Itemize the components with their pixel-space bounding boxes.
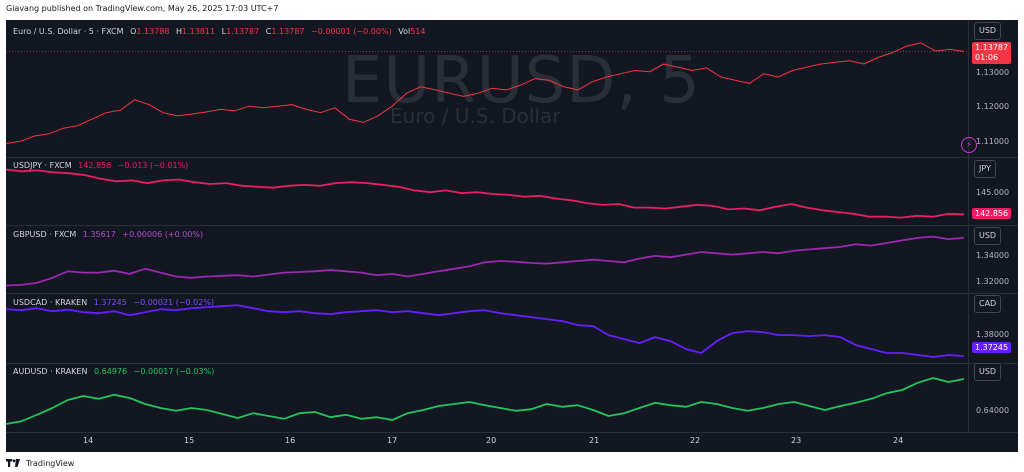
eurusd-open: O1.13788 xyxy=(130,27,170,36)
usdjpy-name: USDJPY · FXCM xyxy=(13,161,72,170)
eurusd-low: L1.13787 xyxy=(221,27,260,36)
lightning-icon[interactable]: ⚡ xyxy=(961,137,977,153)
gbpusd-series-line xyxy=(6,235,965,287)
chart-area[interactable]: EURUSD, 5 Euro / U.S. Dollar Euro / U.S.… xyxy=(6,20,1018,452)
audusd-series-line xyxy=(6,377,965,425)
publish-info: Giavang published on TradingView.com, Ma… xyxy=(6,4,279,13)
usdjpy-series-line xyxy=(6,168,965,219)
time-label: 16 xyxy=(285,436,296,445)
eurusd-name: Euro / U.S. Dollar · 5 · FXCM xyxy=(13,27,124,36)
pane-divider xyxy=(6,157,1018,158)
audusd-currency-tag[interactable]: USD xyxy=(974,363,1002,381)
usdjpy-legend[interactable]: USDJPY · FXCM 142.856 −0.013 (−0.01%) xyxy=(13,161,192,170)
description-watermark: Euro / U.S. Dollar xyxy=(390,104,561,128)
pane-divider xyxy=(6,363,1018,364)
price-tick: 1.32000 xyxy=(976,277,1010,286)
price-tick: 1.11000 xyxy=(976,137,1010,146)
usdjpy-change: −0.013 (−0.01%) xyxy=(117,161,189,170)
time-label: 22 xyxy=(690,436,701,445)
eurusd-last-value: 1.13787 xyxy=(975,43,1009,52)
price-tick: 145.000 xyxy=(976,188,1010,197)
time-label: 14 xyxy=(83,436,94,445)
usdjpy-currency-tag[interactable]: JPY xyxy=(974,160,996,178)
eurusd-close: C1.13787 xyxy=(265,27,305,36)
eurusd-high: H1.13811 xyxy=(176,27,216,36)
price-tick: 1.12000 xyxy=(976,102,1010,111)
eurusd-change: −0.00001 (−0.00%) xyxy=(311,27,392,36)
time-label: 23 xyxy=(791,436,802,445)
audusd-change: −0.00017 (−0.03%) xyxy=(133,367,215,376)
time-label: 21 xyxy=(589,436,600,445)
usdcad-legend[interactable]: USDCAD · KRAKEN 1.37245 −0.00021 (−0.02%… xyxy=(13,298,218,307)
tradingview-logo-icon xyxy=(6,459,20,467)
time-axis-border xyxy=(6,432,1018,433)
time-label: 20 xyxy=(486,436,497,445)
footer: TradingView xyxy=(6,456,74,470)
gbpusd-legend[interactable]: GBPUSD · FXCM 1.35617 +0.00006 (+0.00%) xyxy=(13,230,207,239)
eurusd-legend[interactable]: Euro / U.S. Dollar · 5 · FXCM O1.13788 H… xyxy=(13,27,429,36)
time-label: 15 xyxy=(184,436,195,445)
eurusd-currency-tag[interactable]: USD xyxy=(974,22,1002,40)
usdcad-name: USDCAD · KRAKEN xyxy=(13,298,88,307)
symbol-watermark: EURUSD, 5 xyxy=(342,44,701,118)
price-tick: 1.13000 xyxy=(976,68,1010,77)
usdjpy-value: 142.856 xyxy=(78,161,112,170)
usdcad-currency-tag[interactable]: CAD xyxy=(974,295,1002,313)
audusd-legend[interactable]: AUDUSD · KRAKEN 0.64976 −0.00017 (−0.03%… xyxy=(13,367,218,376)
usdcad-series-line xyxy=(6,304,965,358)
pane-divider xyxy=(6,293,1018,294)
eurusd-last-price: 1.13787 01:06 xyxy=(972,42,1012,64)
gbpusd-currency-tag[interactable]: USD xyxy=(974,227,1002,245)
price-scale-border xyxy=(968,20,969,432)
time-label: 24 xyxy=(893,436,904,445)
usdcad-change: −0.00021 (−0.02%) xyxy=(133,298,215,307)
bar-countdown: 01:06 xyxy=(975,53,999,62)
usdjpy-last-price: 142.856 xyxy=(972,208,1012,219)
audusd-name: AUDUSD · KRAKEN xyxy=(13,367,88,376)
gbpusd-change: +0.00006 (+0.00%) xyxy=(122,230,204,239)
eurusd-series-line xyxy=(6,42,965,144)
gbpusd-value: 1.35617 xyxy=(82,230,116,239)
footer-brand: TradingView xyxy=(26,458,75,468)
usdcad-value: 1.37245 xyxy=(93,298,127,307)
gbpusd-name: GBPUSD · FXCM xyxy=(13,230,77,239)
price-lines xyxy=(6,42,968,425)
price-tick: 1.34000 xyxy=(976,251,1010,260)
time-label: 17 xyxy=(387,436,398,445)
audusd-value: 0.64976 xyxy=(94,367,128,376)
eurusd-volume: Vol514 xyxy=(398,27,426,36)
pane-divider xyxy=(6,225,1018,226)
usdcad-last-price: 1.37245 xyxy=(972,342,1012,353)
price-tick: 0.64000 xyxy=(976,406,1010,415)
price-tick: 1.38000 xyxy=(976,330,1010,339)
